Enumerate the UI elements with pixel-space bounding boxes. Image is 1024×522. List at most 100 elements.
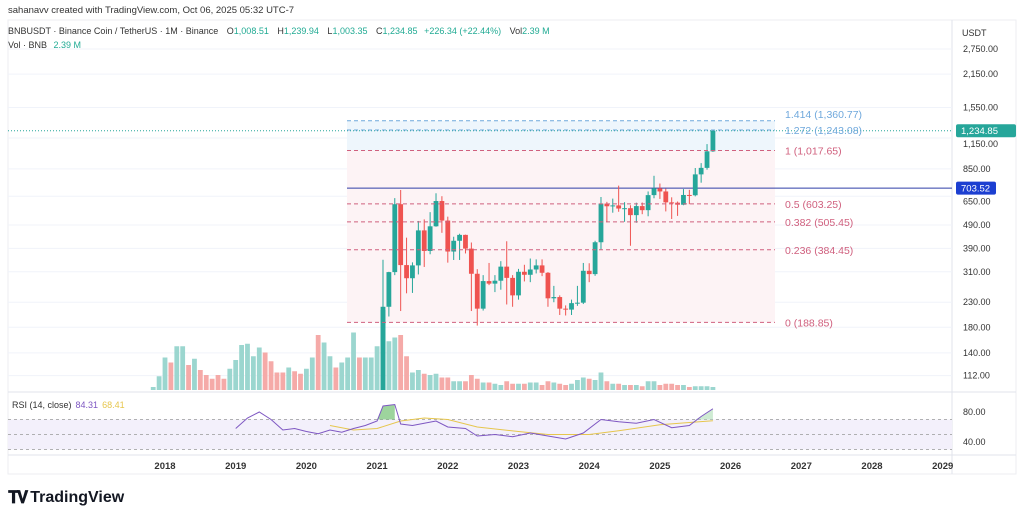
- volume-bar: [657, 385, 663, 390]
- price-tick-label: 390.00: [963, 243, 991, 253]
- volume-bar: [203, 375, 209, 390]
- chart-frame: [7, 19, 1017, 475]
- volume-bar: [398, 335, 404, 390]
- symbol-title[interactable]: BNBUSDT · Binance Coin / TetherUS · 1M ·…: [8, 26, 219, 36]
- volume-bar: [651, 381, 657, 390]
- volume-bar: [669, 383, 675, 390]
- candle-body: [474, 273, 480, 309]
- volume-bar: [351, 332, 356, 390]
- price-tick-label: 310.00: [963, 267, 991, 277]
- rsi-band: [8, 419, 952, 450]
- volume-bar: [628, 385, 633, 390]
- fib-level-label: 0.5 (603.25): [785, 199, 842, 211]
- candle-body: [586, 270, 592, 275]
- volume-bar: [486, 382, 492, 390]
- volume-bar: [274, 372, 280, 390]
- volume-bar: [474, 378, 480, 390]
- price-tick-label: 1,550.00: [963, 103, 998, 113]
- low-value: 1,003.35: [332, 26, 368, 36]
- volume-bar: [280, 372, 286, 390]
- volume-bar: [622, 385, 627, 390]
- price-tick-label: 112.00: [963, 371, 990, 381]
- hline-price-badge: [956, 181, 996, 195]
- volume-bar: [698, 386, 704, 390]
- fib-level-label: 0 (188.85): [785, 317, 833, 329]
- last-price-badge: [956, 124, 1016, 138]
- candle-body: [398, 204, 404, 266]
- volume-bar: [604, 381, 610, 390]
- candle-body: [704, 151, 710, 168]
- candle-body: [410, 265, 415, 279]
- volume-bar: [533, 382, 539, 390]
- volume-bar: [563, 385, 569, 390]
- volume-bar: [292, 371, 298, 390]
- candle-body: [622, 208, 627, 210]
- price-tick-label: 1,150.00: [963, 139, 998, 149]
- volume-bar: [404, 356, 409, 390]
- rsi-overbought-fill: [377, 404, 395, 420]
- price-tick-label: 2,750.00: [963, 44, 998, 54]
- time-tick-label: 2018: [154, 461, 175, 472]
- candle-body: [645, 195, 651, 211]
- volume-bar: [645, 381, 651, 390]
- volume-bar: [421, 373, 427, 390]
- tradingview-logo[interactable]: 𝐓𝐕 TradingView: [8, 488, 124, 508]
- volume-indicator-value: 2.39 M: [53, 40, 82, 50]
- volume-bar: [410, 372, 415, 390]
- volume-bar: [333, 367, 339, 390]
- rsi-title[interactable]: RSI (14, close): [12, 400, 72, 410]
- time-tick-label: 2028: [861, 461, 882, 472]
- volume-bar: [586, 378, 592, 390]
- volume-bar: [463, 381, 468, 390]
- candle-body: [386, 272, 392, 307]
- volume-bar: [610, 383, 616, 390]
- volume-bar: [268, 361, 274, 390]
- candle-body: [445, 220, 451, 252]
- volume-bar: [386, 341, 392, 390]
- volume-bar: [569, 383, 574, 390]
- volume-bar: [150, 387, 156, 390]
- volume-bar: [415, 370, 421, 390]
- volume-bar: [156, 376, 162, 390]
- volume-bar: [250, 356, 256, 390]
- candle-body: [710, 130, 716, 152]
- volume-bar: [633, 385, 639, 390]
- volume-indicator-label[interactable]: Vol · BNB: [8, 40, 48, 50]
- candle-body: [480, 281, 486, 309]
- volume-bar: [168, 362, 174, 390]
- time-tick-label: 2026: [720, 461, 741, 472]
- volume-bar: [704, 386, 710, 390]
- rsi-legend: RSI (14, close) 84.31 68.41: [12, 400, 125, 410]
- candle-body: [527, 269, 533, 275]
- volume-bar: [245, 343, 250, 390]
- volume-bar: [639, 386, 645, 390]
- candle-body: [468, 248, 474, 274]
- candle-body: [504, 266, 510, 278]
- volume-bar: [492, 383, 498, 390]
- volume-bar: [239, 345, 244, 390]
- candle-body: [533, 265, 539, 270]
- volume-bar: [468, 375, 474, 390]
- open-value: 1,008.51: [233, 26, 269, 36]
- candle-body: [486, 281, 492, 284]
- low-label: L: [327, 26, 333, 36]
- tradingview-logo-icon: 𝐓𝐕: [8, 488, 28, 507]
- candle-body: [392, 204, 398, 273]
- candle-body: [516, 271, 521, 296]
- candle-body: [457, 234, 462, 241]
- currency-unit[interactable]: USDT: [962, 28, 987, 38]
- close-label: C: [376, 26, 383, 36]
- candle-body: [692, 174, 698, 196]
- volume-bar: [315, 335, 321, 390]
- candle-body: [616, 205, 622, 209]
- time-tick-label: 2021: [367, 461, 389, 472]
- price-tick-label: 490.00: [963, 220, 991, 230]
- volume-bar: [557, 383, 563, 390]
- rsi-tick-label: 80.00: [963, 407, 986, 417]
- rsi-value: 84.31: [75, 400, 99, 410]
- volume-bar: [215, 375, 221, 390]
- time-tick-label: 2020: [296, 461, 317, 472]
- volume-bar: [321, 342, 327, 390]
- volume-bar: [357, 357, 362, 390]
